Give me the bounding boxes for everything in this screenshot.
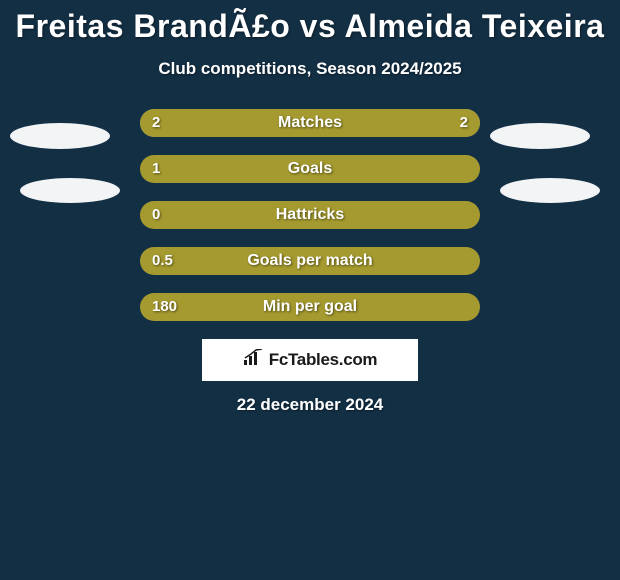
player-ellipse-3 <box>500 178 600 203</box>
date-label: 22 december 2024 <box>0 395 620 415</box>
bar-chart-icon <box>243 349 265 372</box>
brand-label: FcTables.com <box>269 350 378 370</box>
stat-row: 180Min per goal <box>0 293 620 321</box>
comparison-infographic: Freitas BrandÃ£o vs Almeida Teixeira Clu… <box>0 0 620 580</box>
player-ellipse-1 <box>490 123 590 149</box>
player-ellipse-2 <box>20 178 120 203</box>
player-ellipse-0 <box>10 123 110 149</box>
stat-row: 0Hattricks <box>0 201 620 229</box>
stat-label: Min per goal <box>140 293 480 321</box>
brand-box[interactable]: FcTables.com <box>202 339 418 381</box>
stat-label: Hattricks <box>140 201 480 229</box>
page-title: Freitas BrandÃ£o vs Almeida Teixeira <box>0 0 620 45</box>
stat-label: Goals per match <box>140 247 480 275</box>
stat-row: 0.5Goals per match <box>0 247 620 275</box>
stat-label: Matches <box>140 109 480 137</box>
stat-label: Goals <box>140 155 480 183</box>
subtitle: Club competitions, Season 2024/2025 <box>0 59 620 79</box>
